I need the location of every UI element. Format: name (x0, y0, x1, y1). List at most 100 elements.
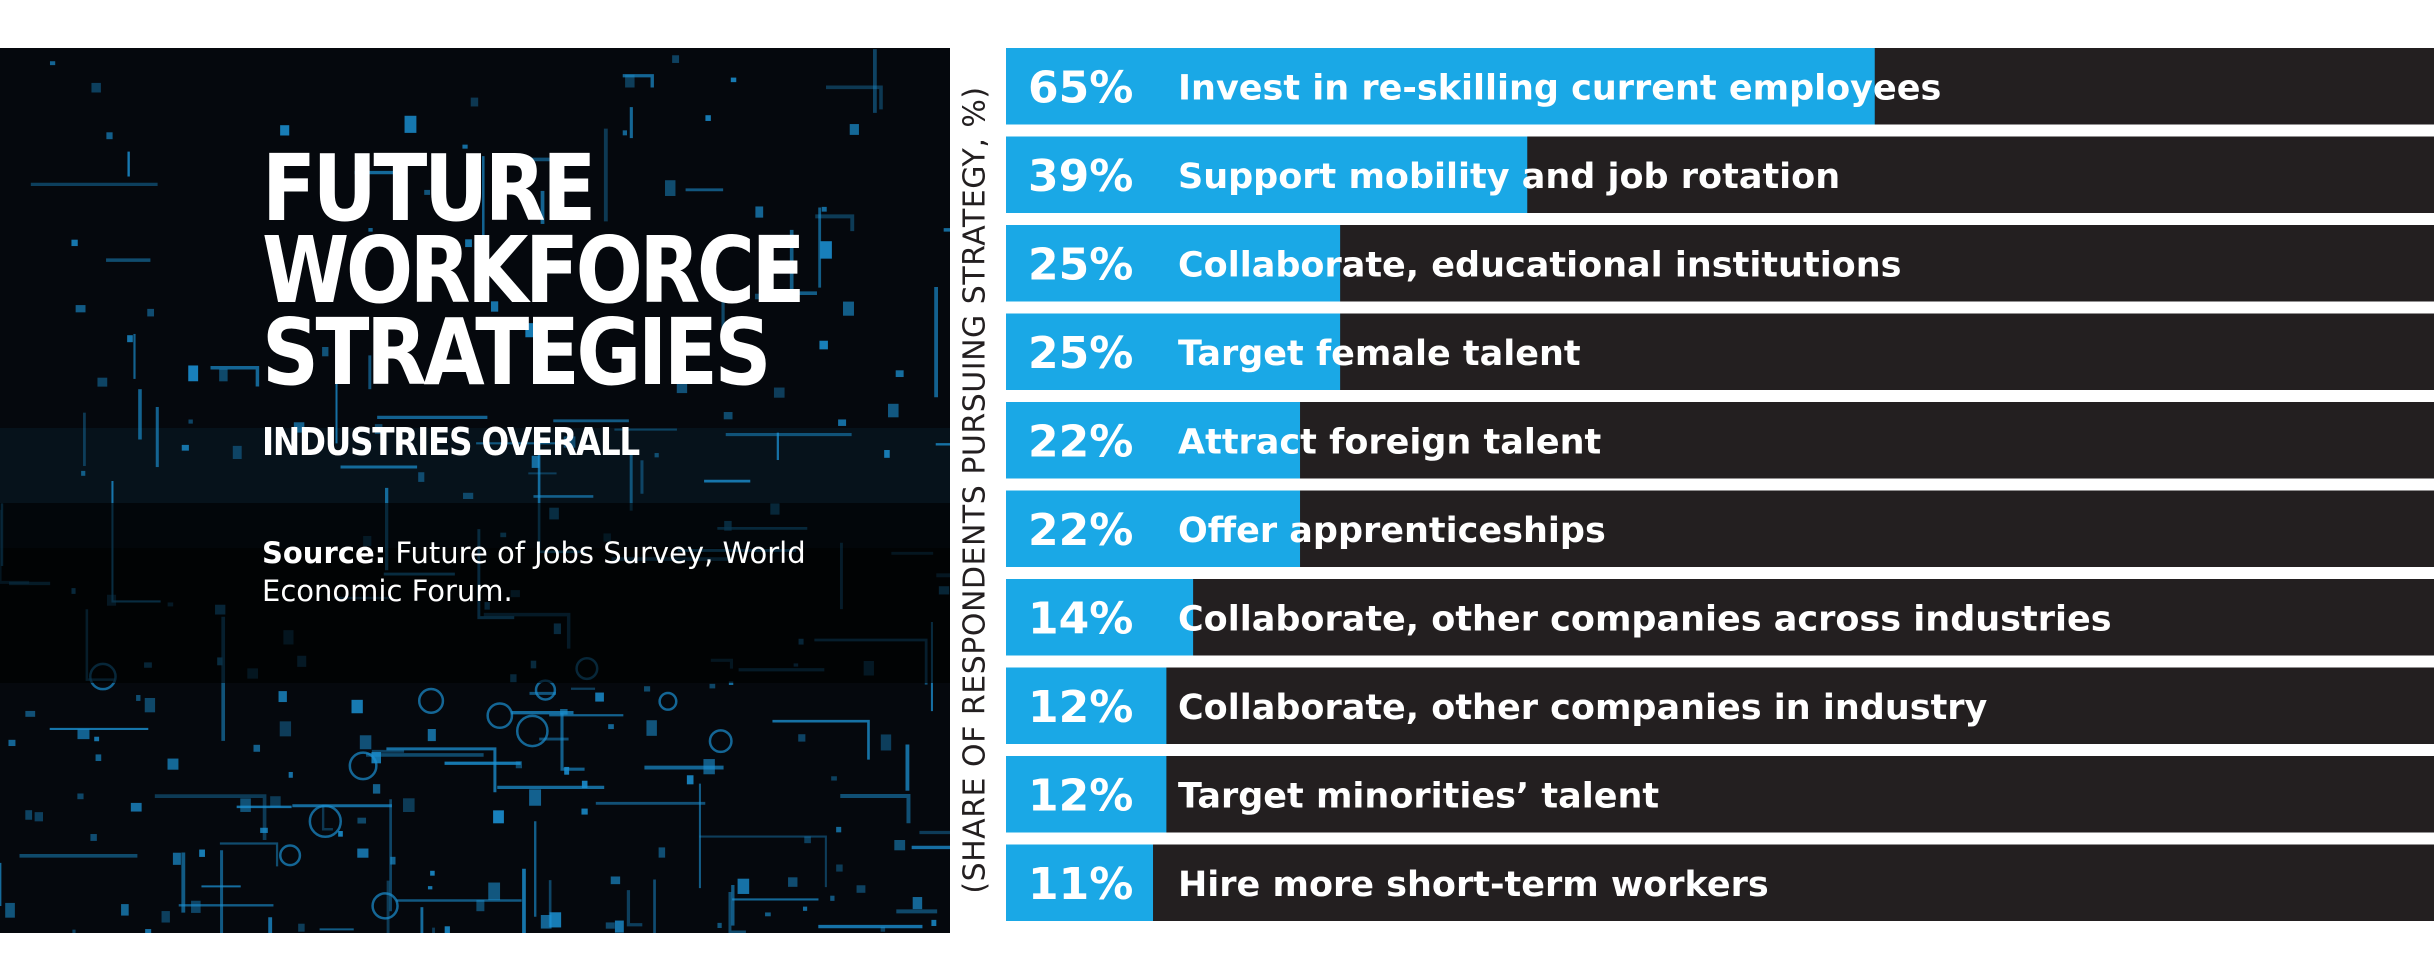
circuit-trace (219, 368, 228, 382)
circuit-trace (880, 734, 892, 751)
circuit-trace (830, 895, 835, 901)
circuit-trace (145, 929, 152, 933)
circuit-trace (95, 754, 102, 762)
bar (1006, 225, 1341, 302)
circuit-trace (728, 892, 746, 933)
title-line-2: WORKFORCE (262, 217, 806, 324)
circuit-trace (490, 301, 499, 312)
circuit-trace (386, 747, 497, 793)
circuit-trace (470, 97, 479, 107)
circuit-trace (676, 380, 688, 394)
circuit-trace (357, 848, 369, 858)
circuit-trace (219, 842, 279, 867)
circuit-trace (270, 796, 281, 808)
circuit-trace (8, 739, 16, 747)
bar-value-label: 39% (1028, 151, 1133, 202)
circuit-trace (789, 229, 817, 295)
circuit-trace (279, 844, 302, 867)
circuit-trace (444, 926, 450, 933)
circuit-trace (280, 125, 290, 136)
circuit-trace (529, 789, 542, 806)
bar-track (1006, 844, 2434, 921)
circuit-trace (772, 719, 870, 760)
bar-value-label: 14% (1028, 593, 1133, 644)
chart-title: FUTURE WORKFORCE STRATEGIES (262, 135, 806, 399)
bar-track (1006, 579, 2434, 656)
circuit-trace (279, 721, 292, 737)
circuit-trace (912, 897, 923, 910)
bar-value-label: 22% (1028, 416, 1133, 467)
bar-category-label: Target female talent (1178, 334, 1581, 374)
circuit-trace (614, 920, 624, 933)
circuit-trace (708, 729, 733, 754)
source-label: Source: (262, 536, 387, 570)
bar-row: 25% Target female talent (1006, 313, 2434, 390)
circuit-trace (161, 911, 170, 923)
title-line-1: FUTURE (262, 135, 596, 242)
circuit-trace (81, 470, 86, 476)
circuit-trace (154, 794, 267, 841)
circuit-trace (610, 876, 621, 885)
circuit-trace (843, 301, 854, 316)
circuit-trace (802, 906, 808, 911)
circuit-trace (849, 124, 859, 135)
source-text: Future of Jobs Survey, World Economic Fo… (262, 536, 806, 608)
circuit-trace (417, 687, 445, 714)
circuit-trace (144, 697, 156, 713)
circuit-trace (240, 798, 251, 812)
circuit-trace (404, 115, 417, 133)
circuit-trace (880, 926, 886, 932)
circuit-trace (167, 758, 179, 770)
circuit-trace (658, 691, 678, 711)
circuit-trace (75, 305, 86, 313)
circuit-trace (755, 206, 764, 218)
circuit-trace (427, 886, 433, 890)
circuit-trace (374, 424, 383, 435)
circuit-trace (836, 826, 842, 833)
circuit-trace (895, 370, 904, 378)
circuit-trace (322, 346, 329, 357)
circuit-trace (654, 453, 659, 458)
bar-value-label: 65% (1028, 62, 1133, 113)
circuit-trace (788, 877, 798, 887)
circuit-trace (71, 239, 78, 247)
circuit-trace (91, 82, 101, 93)
bar-category-label: Collaborate, educational institutions (1178, 245, 1901, 285)
circuit-trace (626, 890, 643, 927)
circuit-trace (390, 856, 396, 865)
circuit-trace (560, 709, 568, 715)
bar-row: 22% Offer apprenticeships (1006, 490, 2434, 567)
circuit-trace (717, 922, 722, 929)
circuit-trace (534, 679, 557, 701)
circuit-trace (368, 227, 373, 232)
circuit-trace (804, 836, 811, 844)
circuit-trace (825, 85, 883, 110)
circuit-trace (34, 812, 44, 822)
bar-value-label: 12% (1028, 770, 1133, 821)
circuit-trace (136, 695, 141, 701)
bar (1006, 667, 1167, 744)
bar-chart: 65% Invest in re-skilling current employe… (1006, 48, 2434, 933)
circuit-trace (308, 804, 342, 839)
circuit-trace (298, 923, 305, 932)
circuit-trace (515, 714, 549, 748)
chart-subtitle: INDUSTRIES OVERALL (262, 420, 640, 464)
circuit-trace (463, 492, 474, 500)
title-panel: FUTURE WORKFORCE STRATEGIES INDUSTRIES O… (0, 48, 950, 933)
bar-row: 12% Collaborate, other companies in indus… (1006, 667, 2434, 744)
circuit-trace (130, 802, 142, 812)
circuit-trace (25, 710, 36, 717)
circuit-trace (564, 766, 570, 775)
bar-row: 22% Attract foreign talent (1006, 402, 2434, 479)
bar-category-label: Collaborate, other companies in industry (1178, 688, 1988, 728)
circuit-trace (605, 922, 615, 929)
circuit-trace (49, 61, 56, 66)
circuit-trace (181, 444, 189, 451)
circuit-trace (172, 852, 181, 865)
circuit-trace (359, 735, 372, 750)
circuit-trace (622, 130, 628, 136)
circuit-trace (25, 810, 33, 820)
bar-category-label: Attract foreign talent (1178, 422, 1601, 462)
bar (1006, 136, 1528, 213)
circuit-trace (147, 308, 155, 317)
